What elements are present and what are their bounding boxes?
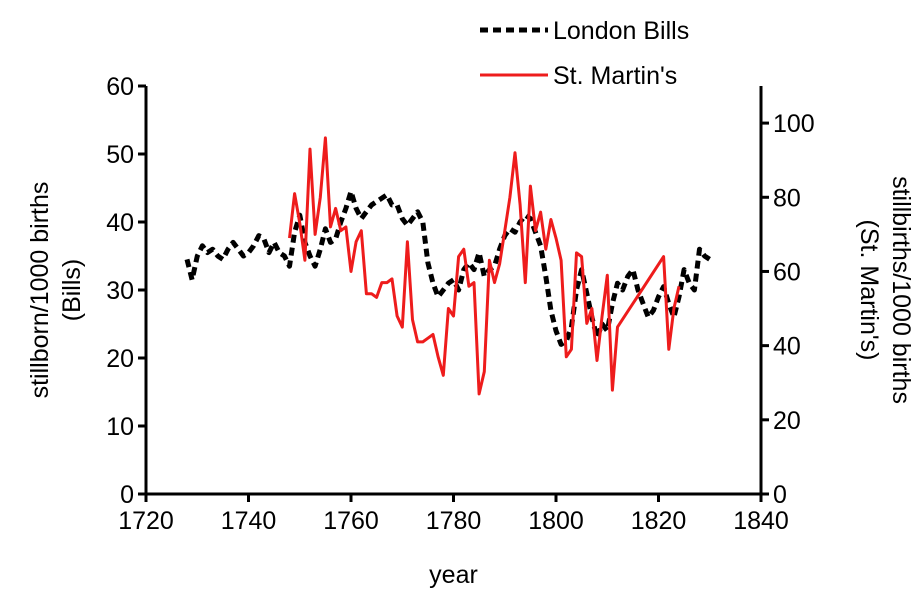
x-tick-label: 1800 — [528, 507, 584, 535]
x-tick-label: 1720 — [118, 507, 174, 535]
series-line-st-martins — [288, 136, 681, 396]
legend: London Bills St. Martin's — [480, 17, 689, 90]
x-tick-label: 1840 — [733, 507, 789, 535]
y-left-tick-label: 0 — [120, 481, 134, 509]
y-right-tick-label: 60 — [773, 258, 801, 286]
y-left-tick-label: 60 — [106, 73, 134, 101]
x-tick-label: 1820 — [631, 507, 687, 535]
series-layer — [184, 136, 712, 396]
legend-label: St. Martin's — [553, 62, 677, 90]
y-right-tick-label: 0 — [773, 481, 787, 509]
y-left-tick-label: 30 — [106, 277, 134, 305]
x-tick-label: 1760 — [323, 507, 379, 535]
y-right-tick-label: 40 — [773, 333, 801, 361]
legend-label: London Bills — [553, 17, 689, 45]
y-axis-right-title: stillbirths/1000 births(St. Martin's) — [855, 176, 915, 404]
y-left-tick-label: 40 — [106, 209, 134, 237]
y-left-tick-label: 20 — [106, 345, 134, 373]
x-tick-label: 1780 — [426, 507, 482, 535]
series-line-london-bills — [184, 188, 712, 347]
y-left-tick-label: 10 — [106, 413, 134, 441]
y-right-tick-label: 100 — [773, 110, 815, 138]
y-right-tick-label: 80 — [773, 184, 801, 212]
y-axis-left-title-line2: (Bills) — [58, 259, 86, 322]
y-axis-right-title-line2: (St. Martin's) — [855, 220, 883, 361]
y-left-tick-label: 50 — [106, 141, 134, 169]
x-tick-label: 1740 — [221, 507, 277, 535]
y-axis-left-title-line1: stillborn/1000 births — [26, 182, 54, 399]
y-axis-right-title-line1: stillbirths/1000 births — [887, 176, 915, 404]
x-axis-title: year — [429, 561, 478, 589]
y-axis-left-title: stillborn/1000 births (Bills) — [26, 182, 86, 399]
axes: 1720 1740 1760 1780 1800 1820 1840010203040506… — [26, 73, 915, 589]
y-right-tick-label: 20 — [773, 407, 801, 435]
